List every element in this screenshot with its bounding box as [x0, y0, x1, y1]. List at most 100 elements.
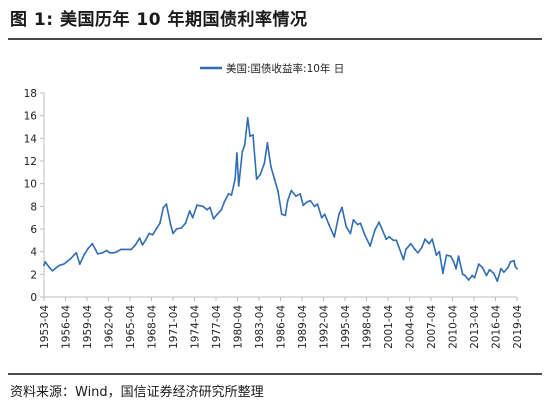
data-point	[120, 248, 122, 251]
y-tick-label: 16	[24, 111, 38, 123]
data-point	[75, 251, 78, 254]
data-point	[381, 228, 383, 230]
data-point	[116, 250, 118, 253]
data-point	[220, 208, 223, 211]
data-point	[496, 280, 499, 282]
data-point	[349, 232, 352, 235]
data-point	[55, 266, 58, 269]
data-point	[83, 253, 86, 255]
x-tick-label: 2010-04	[448, 305, 460, 349]
data-point	[148, 232, 151, 235]
data-point	[481, 266, 484, 269]
data-point	[438, 250, 441, 253]
x-tick-label: 1977-04	[211, 305, 223, 349]
data-point	[452, 261, 455, 263]
data-point	[295, 195, 297, 198]
y-tick-label: 8	[30, 201, 37, 213]
data-point	[172, 232, 174, 235]
data-point	[91, 242, 94, 245]
data-point	[263, 162, 266, 165]
data-point	[62, 263, 65, 265]
data-point	[392, 239, 395, 242]
data-point	[471, 274, 474, 277]
data-point	[320, 216, 323, 219]
top-rule	[8, 38, 542, 40]
data-point	[159, 222, 161, 225]
x-tick-label: 1965-04	[125, 305, 137, 349]
y-tick-label: 12	[24, 156, 37, 168]
data-point	[313, 205, 316, 208]
y-tick-label: 4	[30, 247, 37, 259]
data-point	[108, 251, 111, 254]
data-point	[134, 244, 137, 246]
data-point	[138, 237, 141, 240]
data-point	[51, 270, 54, 272]
data-point	[70, 257, 72, 260]
data-point	[333, 236, 336, 238]
y-tick-label: 6	[30, 224, 37, 236]
data-point	[255, 178, 258, 181]
data-point	[284, 214, 287, 217]
data-point	[188, 210, 191, 212]
data-point	[273, 178, 276, 181]
data-point	[206, 208, 208, 211]
data-point	[65, 261, 68, 263]
data-point	[249, 135, 251, 138]
y-tick-label: 0	[30, 292, 37, 304]
data-point	[467, 279, 470, 281]
data-point	[252, 134, 254, 136]
x-tick-label: 2013-04	[469, 305, 481, 349]
data-point	[87, 247, 90, 250]
x-tick-label: 2019-04	[512, 305, 524, 349]
source-note: 资料来源：Wind，国信证券经济研究所整理	[10, 385, 264, 400]
data-point	[234, 178, 237, 181]
data-point	[503, 271, 505, 273]
data-point	[94, 248, 97, 251]
data-point	[155, 228, 158, 230]
data-point	[374, 229, 376, 232]
data-point	[323, 213, 326, 216]
data-point	[162, 206, 165, 209]
data-point	[277, 190, 279, 193]
data-point	[442, 272, 444, 275]
data-point	[316, 203, 319, 206]
data-point	[209, 206, 211, 209]
data-point	[191, 216, 194, 219]
data-point	[461, 273, 464, 276]
data-point	[363, 233, 366, 236]
data-point	[216, 213, 219, 216]
x-tick-label: 1989-04	[297, 305, 309, 349]
data-point	[290, 189, 293, 192]
data-point	[196, 204, 198, 207]
x-tick-label: 1968-04	[147, 305, 159, 349]
data-point	[144, 239, 147, 242]
data-point	[223, 200, 226, 203]
data-point	[385, 238, 388, 241]
y-tick-label: 18	[24, 88, 37, 100]
data-point	[341, 206, 343, 209]
data-point	[202, 205, 204, 208]
data-point	[428, 242, 431, 245]
data-point	[514, 265, 517, 268]
figure-title: 图 1: 美国历年 10 年期国债利率情况	[10, 10, 308, 30]
data-point	[48, 266, 51, 269]
data-point	[516, 267, 518, 270]
x-tick-label: 1983-04	[254, 305, 266, 349]
data-point	[299, 193, 302, 195]
data-point	[270, 165, 272, 168]
data-point	[96, 253, 99, 255]
data-point	[130, 248, 133, 251]
data-point	[302, 204, 305, 207]
data-point	[266, 142, 269, 144]
data-point	[123, 248, 125, 251]
x-tick-label: 1974-04	[190, 305, 202, 349]
data-point	[352, 219, 355, 221]
y-tick-label: 10	[24, 179, 37, 191]
x-tick-label: 2016-04	[491, 305, 503, 349]
data-point	[227, 193, 230, 195]
data-point	[395, 239, 398, 242]
data-point	[345, 225, 348, 228]
x-tick-label: 1995-04	[340, 305, 352, 349]
data-point	[455, 267, 457, 270]
data-point	[175, 228, 178, 230]
